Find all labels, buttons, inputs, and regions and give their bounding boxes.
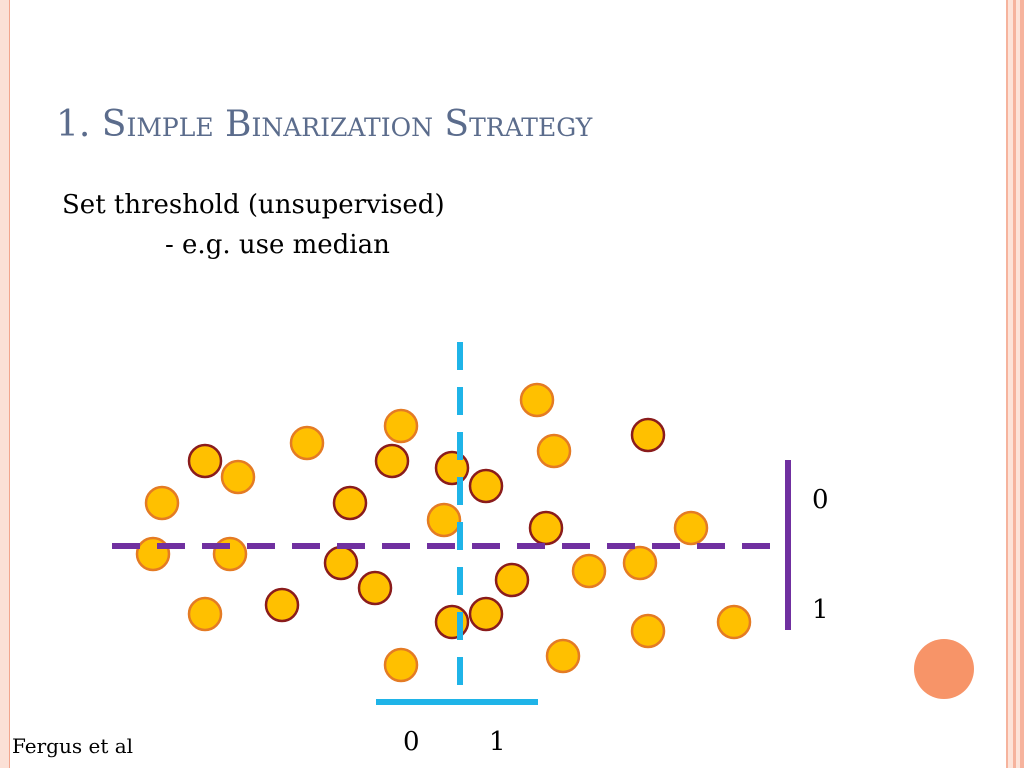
data-point-17: [212, 536, 248, 572]
data-point-2: [383, 408, 419, 444]
data-point-26: [434, 604, 470, 640]
data-point-3: [289, 425, 325, 461]
body-line-median: - e.g. use median: [165, 230, 390, 260]
data-point-29: [545, 638, 581, 674]
data-point-11: [144, 485, 180, 521]
data-point-9: [220, 459, 256, 495]
data-point-5: [630, 417, 666, 453]
data-point-21: [494, 562, 530, 598]
data-point-25: [468, 596, 504, 632]
accent-dot-decoration: [914, 639, 974, 699]
data-point-20: [571, 553, 607, 589]
y-bit-label-1: 1: [812, 595, 829, 625]
data-point-18: [323, 545, 359, 581]
data-point-14: [528, 510, 564, 546]
data-point-6: [187, 443, 223, 479]
data-point-28: [716, 604, 752, 640]
data-point-12: [332, 485, 368, 521]
data-point-19: [622, 545, 658, 581]
x-bit-label-0: 0: [403, 727, 420, 757]
data-point-27: [630, 613, 666, 649]
data-point-13: [426, 502, 462, 538]
data-point-24: [264, 587, 300, 623]
slide-title: 1. Simple Binarization Strategy: [56, 104, 593, 145]
data-point-22: [357, 570, 393, 606]
data-point-10: [468, 468, 504, 504]
data-point-1: [519, 382, 555, 418]
data-point-15: [673, 510, 709, 546]
body-line-threshold: Set threshold (unsupervised): [62, 190, 445, 220]
left-border-decoration: [0, 0, 10, 768]
data-point-8: [434, 450, 470, 486]
x-bit-label-1: 1: [489, 727, 506, 757]
points-layer: [135, 382, 752, 683]
data-point-16: [135, 536, 171, 572]
y-bit-label-0: 0: [812, 485, 829, 515]
data-point-7: [374, 443, 410, 479]
right-border-decoration: [976, 0, 1024, 768]
data-point-30: [383, 647, 419, 683]
citation-caption: Fergus et al: [12, 734, 134, 758]
data-point-23: [187, 596, 223, 632]
data-point-4: [536, 433, 572, 469]
